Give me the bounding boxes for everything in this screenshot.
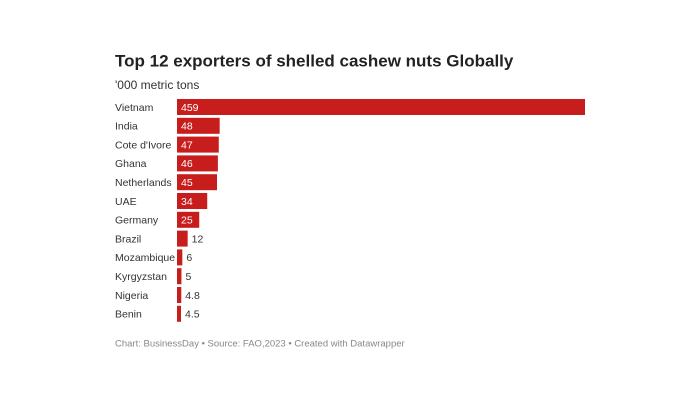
value-label: 46 [181, 158, 193, 170]
value-label: 34 [181, 196, 193, 208]
category-label: Kyrgyzstan [115, 271, 167, 283]
value-label: 4.8 [185, 290, 200, 302]
category-label: Vietnam [115, 102, 154, 114]
category-label: Netherlands [115, 177, 172, 189]
bar [177, 136, 219, 153]
value-label: 48 [181, 121, 193, 133]
category-label: Germany [115, 215, 159, 227]
bar [177, 211, 200, 228]
value-label: 459 [181, 102, 199, 114]
value-label: 6 [186, 252, 192, 264]
category-label: UAE [115, 196, 137, 208]
category-label: Brazil [115, 233, 141, 245]
bar [177, 117, 220, 134]
value-label: 25 [181, 215, 193, 227]
chart-title: Top 12 exporters of shelled cashew nuts … [115, 51, 514, 70]
bar [177, 249, 183, 266]
bar [177, 268, 182, 285]
category-label: Benin [115, 309, 142, 321]
value-label: 4.5 [185, 309, 200, 321]
bar [177, 305, 181, 322]
value-label: 45 [181, 177, 193, 189]
category-label: India [115, 121, 138, 133]
bar [177, 193, 208, 209]
value-label: 47 [181, 139, 193, 151]
category-label: Mozambique [115, 252, 175, 264]
category-label: Nigeria [115, 290, 148, 302]
category-label: Cote d'Ivore [115, 139, 171, 151]
value-label: 12 [192, 233, 204, 245]
bar [177, 99, 585, 115]
bar [177, 230, 188, 247]
bar [177, 287, 182, 303]
chart-subtitle: '000 metric tons [115, 78, 199, 92]
chart-footer: Chart: BusinessDay • Source: FAO,2023 • … [115, 339, 405, 350]
bar [177, 174, 217, 191]
bar [177, 155, 218, 172]
category-label: Ghana [115, 158, 147, 170]
value-label: 5 [185, 271, 191, 283]
